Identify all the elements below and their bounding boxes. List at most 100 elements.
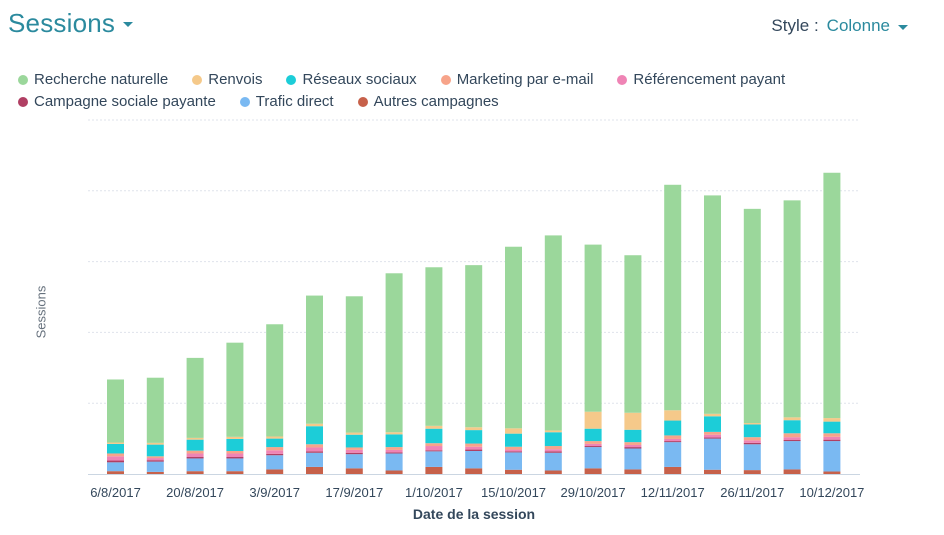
bar-segment-autres-campagnes[interactable]: [345, 468, 363, 474]
bar-segment-marketing-par-e-mail[interactable]: [783, 433, 801, 438]
bar-segment-reseaux-sociaux[interactable]: [186, 439, 204, 451]
bar-segment-recherche-naturelle[interactable]: [465, 265, 483, 428]
bar-segment-referencement-payant[interactable]: [743, 440, 761, 443]
bar-segment-renvois[interactable]: [107, 442, 124, 444]
bar-segment-referencement-payant[interactable]: [704, 434, 721, 438]
bar-segment-renvois[interactable]: [345, 432, 363, 435]
bar-segment-marketing-par-e-mail[interactable]: [266, 447, 284, 451]
bar-10-12-2017[interactable]: [823, 172, 841, 474]
bar-segment-renvois[interactable]: [783, 417, 801, 421]
bar-segment-marketing-par-e-mail[interactable]: [704, 431, 721, 435]
bar-segment-referencement-payant[interactable]: [584, 443, 602, 447]
bar-22-10-2017[interactable]: [544, 235, 562, 474]
bar-segment-trafic-direct[interactable]: [624, 448, 642, 470]
bar-segment-trafic-direct[interactable]: [425, 451, 443, 467]
bar-5-11-2017[interactable]: [624, 255, 642, 474]
bar-segment-marketing-par-e-mail[interactable]: [385, 447, 403, 450]
bar-segment-campagne-sociale-payante[interactable]: [823, 439, 841, 442]
bar-segment-reseaux-sociaux[interactable]: [306, 426, 323, 445]
bar-1-10-2017[interactable]: [425, 267, 443, 474]
bar-segment-autres-campagnes[interactable]: [823, 471, 841, 474]
bar-segment-recherche-naturelle[interactable]: [266, 324, 284, 437]
bar-segment-marketing-par-e-mail[interactable]: [664, 435, 682, 439]
bar-segment-renvois[interactable]: [704, 413, 721, 417]
bar-segment-marketing-par-e-mail[interactable]: [584, 441, 602, 444]
bar-segment-renvois[interactable]: [823, 418, 841, 422]
bar-segment-reseaux-sociaux[interactable]: [107, 443, 124, 454]
bar-segment-renvois[interactable]: [664, 410, 682, 421]
bar-13-8-2017[interactable]: [146, 377, 164, 474]
bar-segment-autres-campagnes[interactable]: [783, 469, 801, 474]
bar-segment-campagne-sociale-payante[interactable]: [146, 460, 164, 462]
bar-segment-reseaux-sociaux[interactable]: [226, 438, 244, 451]
bar-segment-reseaux-sociaux[interactable]: [664, 420, 682, 436]
legend-item-renvois[interactable]: Renvois: [192, 69, 262, 91]
bar-segment-reseaux-sociaux[interactable]: [385, 434, 403, 448]
bar-segment-reseaux-sociaux[interactable]: [783, 420, 801, 434]
bar-segment-marketing-par-e-mail[interactable]: [186, 450, 204, 454]
bar-27-8-2017[interactable]: [226, 342, 244, 474]
bar-26-11-2017[interactable]: [743, 208, 761, 474]
bar-20-8-2017[interactable]: [186, 357, 204, 474]
bar-segment-trafic-direct[interactable]: [385, 453, 403, 471]
bar-segment-campagne-sociale-payante[interactable]: [306, 451, 323, 453]
bar-segment-renvois[interactable]: [425, 425, 443, 429]
bar-segment-referencement-payant[interactable]: [146, 458, 164, 461]
bar-segment-marketing-par-e-mail[interactable]: [465, 443, 483, 447]
bar-segment-campagne-sociale-payante[interactable]: [624, 447, 642, 449]
bar-segment-recherche-naturelle[interactable]: [544, 235, 562, 431]
bar-segment-trafic-direct[interactable]: [704, 438, 721, 470]
bar-segment-trafic-direct[interactable]: [146, 461, 164, 472]
bar-segment-referencement-payant[interactable]: [425, 446, 443, 451]
bar-segment-referencement-payant[interactable]: [783, 437, 801, 441]
bar-segment-referencement-payant[interactable]: [306, 447, 323, 452]
bar-segment-referencement-payant[interactable]: [385, 449, 403, 453]
chevron-down-icon[interactable]: [898, 24, 908, 30]
bar-segment-autres-campagnes[interactable]: [584, 468, 602, 474]
bar-segment-reseaux-sociaux[interactable]: [704, 416, 721, 432]
bar-segment-recherche-naturelle[interactable]: [704, 195, 721, 414]
bar-segment-campagne-sociale-payante[interactable]: [385, 452, 403, 454]
bar-segment-recherche-naturelle[interactable]: [664, 184, 682, 411]
bar-segment-marketing-par-e-mail[interactable]: [624, 442, 642, 445]
bar-segment-renvois[interactable]: [146, 442, 164, 445]
bar-segment-reseaux-sociaux[interactable]: [425, 428, 443, 444]
bar-segment-marketing-par-e-mail[interactable]: [743, 437, 761, 441]
bar-15-10-2017[interactable]: [505, 246, 522, 474]
legend-item-autres-campagnes[interactable]: Autres campagnes: [357, 91, 499, 113]
bar-segment-referencement-payant[interactable]: [266, 450, 284, 454]
bar-segment-trafic-direct[interactable]: [544, 452, 562, 471]
bar-segment-marketing-par-e-mail[interactable]: [107, 453, 124, 457]
bar-segment-reseaux-sociaux[interactable]: [505, 433, 522, 447]
bar-segment-reseaux-sociaux[interactable]: [345, 434, 363, 448]
bar-segment-recherche-naturelle[interactable]: [306, 295, 323, 424]
bar-segment-autres-campagnes[interactable]: [704, 469, 721, 474]
bar-segment-referencement-payant[interactable]: [465, 446, 483, 450]
bar-segment-recherche-naturelle[interactable]: [823, 172, 841, 419]
bar-segment-trafic-direct[interactable]: [266, 455, 284, 470]
bar-segment-reseaux-sociaux[interactable]: [266, 438, 284, 448]
bar-segment-renvois[interactable]: [266, 436, 284, 439]
bar-segment-marketing-par-e-mail[interactable]: [544, 446, 562, 450]
bar-segment-reseaux-sociaux[interactable]: [544, 432, 562, 447]
bar-segment-campagne-sociale-payante[interactable]: [465, 449, 483, 451]
bar-segment-recherche-naturelle[interactable]: [743, 208, 761, 424]
legend-item-marketing-par-e-mail[interactable]: Marketing par e-mail: [440, 69, 593, 91]
bar-segment-recherche-naturelle[interactable]: [146, 377, 164, 443]
bar-segment-autres-campagnes[interactable]: [186, 471, 204, 474]
bar-segment-trafic-direct[interactable]: [226, 458, 244, 472]
bar-segment-campagne-sociale-payante[interactable]: [505, 451, 522, 453]
bar-segment-autres-campagnes[interactable]: [743, 470, 761, 474]
bar-segment-campagne-sociale-payante[interactable]: [664, 441, 682, 443]
bar-24-9-2017[interactable]: [385, 273, 403, 474]
bar-segment-marketing-par-e-mail[interactable]: [146, 456, 164, 459]
legend-item-trafic-direct[interactable]: Trafic direct: [239, 91, 334, 113]
bar-segment-campagne-sociale-payante[interactable]: [544, 451, 562, 453]
bar-segment-autres-campagnes[interactable]: [664, 466, 682, 474]
bar-segment-renvois[interactable]: [584, 411, 602, 429]
bar-segment-trafic-direct[interactable]: [783, 441, 801, 470]
bar-segment-trafic-direct[interactable]: [823, 441, 841, 472]
legend-item-campagne-sociale-payante[interactable]: Campagne sociale payante: [18, 91, 216, 113]
bar-segment-referencement-payant[interactable]: [505, 449, 522, 452]
bar-segment-recherche-naturelle[interactable]: [425, 267, 443, 426]
